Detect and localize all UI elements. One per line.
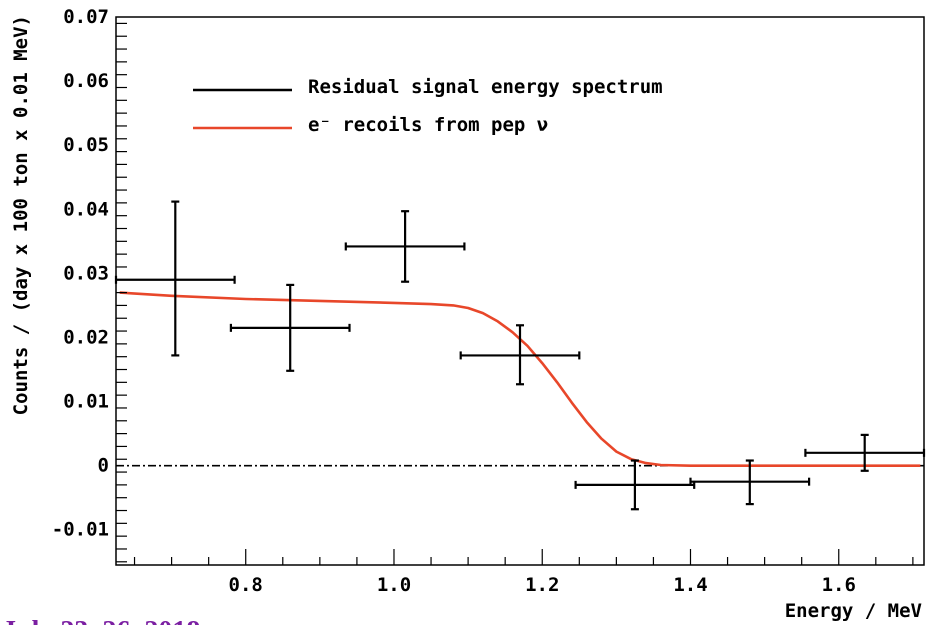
legend-entry-residual: Residual signal energy spectrum bbox=[193, 76, 663, 98]
pep-recoil-curve bbox=[119, 291, 921, 467]
data-point bbox=[344, 210, 466, 283]
legend-label: Residual signal energy spectrum bbox=[308, 76, 663, 98]
plot-frame bbox=[115, 16, 925, 566]
data-point bbox=[114, 200, 236, 357]
data-point bbox=[689, 459, 811, 506]
x-axis-title: Energy / MeV bbox=[785, 600, 922, 622]
data-point bbox=[459, 324, 581, 386]
x-tick-label: 1.4 bbox=[673, 574, 707, 596]
y-tick-label: 0 bbox=[98, 455, 109, 477]
axes-layer: 0.8 1.0 1.2 1.4 1.6 -0.01 0 0.01 0.02 0.03 0.04 0.0… bbox=[52, 6, 925, 596]
y-tick-label: 0.07 bbox=[63, 6, 109, 28]
y-tick-label: 0.04 bbox=[63, 198, 109, 220]
x-tick-label: 1.0 bbox=[377, 574, 411, 596]
x-tick-label: 0.8 bbox=[229, 574, 263, 596]
y-tick-label: 0.01 bbox=[63, 391, 109, 413]
y-tick-label: 0.05 bbox=[63, 134, 109, 156]
legend: Residual signal energy spectrum e⁻ recoil… bbox=[193, 76, 663, 136]
curve-layer bbox=[119, 291, 921, 467]
x-tick-label: 1.2 bbox=[525, 574, 559, 596]
y-tick-label: 0.06 bbox=[63, 70, 109, 92]
x-tick-label: 1.6 bbox=[822, 574, 856, 596]
footer-date-text: July 23–26, 2018 bbox=[2, 616, 200, 625]
data-point bbox=[229, 283, 351, 372]
data-points-layer bbox=[114, 200, 926, 511]
y-tick-label: 0.02 bbox=[63, 326, 109, 348]
y-tick-label: -0.01 bbox=[52, 519, 109, 541]
data-point bbox=[574, 459, 696, 511]
y-axis-title: Counts / (day x 100 ton x 0.01 MeV) bbox=[10, 15, 32, 415]
legend-label: e⁻ recoils from pep ν bbox=[308, 114, 548, 136]
legend-entry-pep-curve: e⁻ recoils from pep ν bbox=[193, 114, 548, 136]
y-tick-label: 0.03 bbox=[63, 262, 109, 284]
